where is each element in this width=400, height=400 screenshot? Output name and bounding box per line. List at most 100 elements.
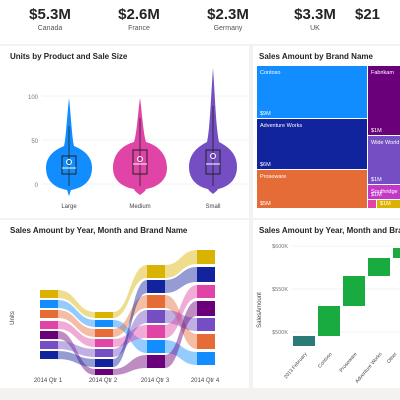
ribbon-title: Sales Amount by Year, Month and Brand Na… [10,226,188,235]
treemap-tile[interactable] [257,170,367,208]
treemap-tile-label: Southridge [371,189,398,195]
ribbon-flow[interactable] [165,310,197,331]
ribbon-flow[interactable] [58,341,95,357]
ribbon-flow[interactable] [58,310,95,337]
ribbon-flow[interactable] [165,301,197,368]
waterfall-bar-proseware[interactable] [343,276,365,306]
ribbon-block[interactable] [147,340,165,353]
x-category-label: 2014 Qtr 1 [34,378,63,384]
kpi-label: Germany [213,25,243,32]
treemap-tile[interactable] [368,136,400,184]
kpi-card-partial[interactable]: $21 [355,6,400,25]
waterfall-card[interactable]: Sales Amount by Year, Month and Brand Na… [253,220,400,388]
treemap-tile[interactable] [368,185,400,199]
ribbon-block[interactable] [95,369,113,375]
ribbon-flow[interactable] [113,320,147,353]
ribbon-card[interactable]: Sales Amount by Year, Month and Brand Na… [0,220,249,388]
ribbon-flow[interactable] [113,325,147,347]
treemap-tile[interactable] [257,119,367,169]
y-tick-label: $600K [272,244,288,250]
y-axis-title: Units [10,311,16,325]
treemap-chart: Contoso $9M Adventure Works $6M Proseware $5M… [257,66,400,208]
ribbon-flow[interactable] [113,265,147,318]
kpi-label: Canada [37,25,63,32]
kpi-value: $3.3M [294,6,336,23]
ribbon-block[interactable] [40,300,58,308]
ribbon-block[interactable] [40,310,58,318]
ribbon-block[interactable] [95,320,113,327]
x-category-label: 2014 Qtr 3 [141,378,170,384]
ribbon-block[interactable] [147,310,165,323]
ribbon-block[interactable] [197,267,215,282]
treemap-tile-label: Adventure Works [260,123,302,129]
treemap-tiles: Contoso $9M Adventure Works $6M Proseware $5M… [257,66,400,208]
x-category-label: 2014 Qtr 2 [89,378,118,384]
treemap-tile[interactable] [257,66,367,118]
treemap-tile[interactable] [377,200,400,208]
x-category-label: Large [61,204,77,210]
ribbon-block[interactable] [147,355,165,368]
ribbon-flow[interactable] [165,250,197,278]
ribbon-flow[interactable] [113,280,147,367]
waterfall-bar-base[interactable] [293,336,315,346]
treemap-tile-value: $1M [371,192,382,198]
ribbon-block[interactable] [147,265,165,278]
ribbon-flow[interactable] [113,355,147,375]
x-category-label: Medium [129,204,150,210]
ribbon-flow[interactable] [58,351,95,367]
x-category-label: Other [386,351,399,365]
treemap-tile-label: Contoso [260,70,281,76]
ribbon-flow[interactable] [58,331,95,375]
treemap-tile[interactable] [368,200,376,208]
ribbon-blocks [40,250,215,375]
treemap-tile-value: $6M [260,162,271,168]
ribbon-block[interactable] [147,295,165,308]
waterfall-bar-other[interactable] [393,248,400,258]
ribbon-block[interactable] [95,329,113,337]
violin-card[interactable]: Units by Product and Sale Size 100 50 0 … [0,46,249,218]
ribbon-flow[interactable] [58,300,95,327]
kpi-label: UK [310,25,320,32]
treemap-card[interactable]: Sales Amount by Brand Name Contoso $9M Adv… [253,46,400,218]
ribbon-block[interactable] [197,285,215,298]
kpi-card-canada[interactable]: $5.3M Canada [5,6,95,32]
kpi-card-germany[interactable]: $2.3M Germany [183,6,273,32]
ribbon-block[interactable] [147,325,165,338]
ribbon-flow[interactable] [58,321,95,347]
ribbon-flow[interactable] [165,340,197,365]
treemap-tile-value: $1M [371,177,382,183]
ribbon-block[interactable] [197,334,215,349]
ribbon-block[interactable] [197,352,215,365]
waterfall-bar-adventure-works[interactable] [368,258,390,276]
waterfall-bar-contoso[interactable] [318,306,340,336]
ribbon-block[interactable] [40,351,58,359]
box [205,149,221,175]
ribbon-block[interactable] [197,250,215,264]
ribbon-block[interactable] [40,341,58,349]
waterfall-chart: SalesAmount $600K $550K $500K 2013 Febru… [257,244,400,385]
kpi-value: $2.6M [118,6,160,23]
x-category-label: 2014 Qtr 4 [191,378,220,384]
kpi-card-uk[interactable]: $3.3M UK [270,6,360,32]
ribbon-block[interactable] [197,301,215,316]
ribbon-block[interactable] [147,280,165,293]
ribbon-block[interactable] [40,321,58,329]
kpi-card-france[interactable]: $2.6M France [94,6,184,32]
ribbon-block[interactable] [197,318,215,331]
ribbon-block[interactable] [95,349,113,357]
ribbon-block[interactable] [40,331,58,339]
ribbon-flow[interactable] [58,290,95,318]
ribbon-flow[interactable] [113,310,147,357]
mean-marker [66,159,72,165]
ribbon-block[interactable] [40,290,58,298]
ribbon-flow[interactable] [165,295,197,349]
ribbon-block[interactable] [95,339,113,347]
ribbon-block[interactable] [95,359,113,367]
ribbon-flow[interactable] [113,295,147,337]
treemap-title: Sales Amount by Brand Name [259,52,373,61]
x-category-label: 2013 February [283,351,309,380]
ribbon-flow[interactable] [165,285,197,338]
ribbon-block[interactable] [95,312,113,318]
treemap-tile[interactable] [368,66,400,135]
ribbon-flow[interactable] [165,267,197,293]
